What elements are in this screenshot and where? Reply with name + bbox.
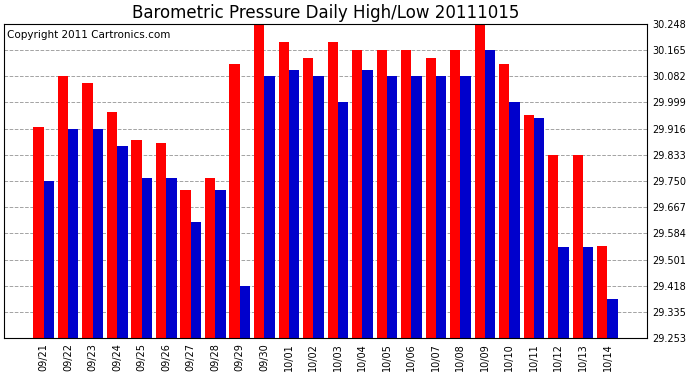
Bar [131, 140, 141, 338]
Bar [43, 181, 54, 338]
Bar [583, 248, 593, 338]
Bar [279, 42, 289, 338]
Bar [509, 102, 520, 338]
Bar [82, 83, 92, 338]
Bar [264, 76, 275, 338]
Bar [205, 178, 215, 338]
Bar [485, 50, 495, 338]
Bar [303, 58, 313, 338]
Bar [141, 178, 152, 338]
Bar [499, 64, 509, 338]
Bar [68, 129, 79, 338]
Bar [240, 286, 250, 338]
Bar [597, 246, 607, 338]
Bar [411, 76, 422, 338]
Bar [254, 24, 264, 338]
Bar [387, 76, 397, 338]
Bar [117, 146, 128, 338]
Bar [352, 50, 362, 338]
Bar [475, 24, 485, 338]
Bar [436, 76, 446, 338]
Bar [338, 102, 348, 338]
Bar [377, 50, 387, 338]
Bar [534, 118, 544, 338]
Title: Barometric Pressure Daily High/Low 20111015: Barometric Pressure Daily High/Low 20111… [132, 4, 520, 22]
Bar [166, 178, 177, 338]
Bar [181, 190, 190, 338]
Bar [328, 42, 338, 338]
Bar [607, 300, 618, 338]
Bar [33, 128, 43, 338]
Bar [401, 50, 411, 338]
Bar [573, 155, 583, 338]
Text: Copyright 2011 Cartronics.com: Copyright 2011 Cartronics.com [8, 30, 170, 40]
Bar [426, 58, 436, 338]
Bar [190, 222, 201, 338]
Bar [450, 50, 460, 338]
Bar [558, 248, 569, 338]
Bar [107, 111, 117, 338]
Bar [215, 190, 226, 338]
Bar [460, 76, 471, 338]
Bar [313, 76, 324, 338]
Bar [524, 115, 534, 338]
Bar [289, 70, 299, 338]
Bar [58, 76, 68, 338]
Bar [156, 143, 166, 338]
Bar [362, 70, 373, 338]
Bar [92, 129, 103, 338]
Bar [548, 155, 558, 338]
Bar [230, 64, 240, 338]
